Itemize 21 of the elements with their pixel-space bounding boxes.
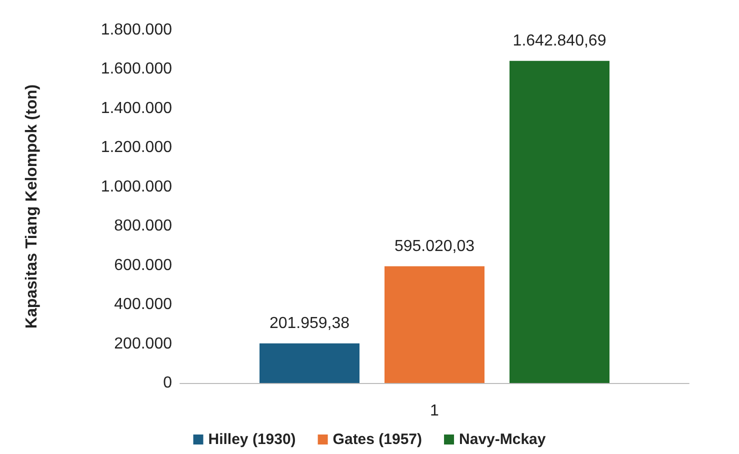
legend-label: Hilley (1930) [208, 431, 296, 448]
data-label: 1.642.840,69 [512, 32, 606, 50]
y-tick-label: 0 [163, 374, 172, 392]
y-tick-label: 1.800.000 [100, 22, 172, 38]
y-tick-label: 1.200.000 [100, 139, 172, 156]
y-axis-title: Kapasitas Tiang Kelompok (ton) [24, 84, 40, 329]
y-tick-label: 800.000 [114, 218, 172, 235]
x-tick-label: 1 [430, 402, 440, 420]
legend-label: Gates (1957) [332, 431, 422, 448]
legend-label: Navy-Mckay [459, 431, 546, 448]
y-tick-label: 1.600.000 [100, 60, 172, 78]
y-tick-label: 400.000 [114, 296, 172, 314]
bar [384, 266, 484, 383]
data-label: 595.020,03 [394, 238, 475, 255]
bar [260, 343, 360, 383]
data-label: 201.959,38 [269, 314, 350, 332]
bar [510, 60, 610, 383]
y-tick-label: 600.000 [114, 256, 172, 274]
y-tick-label: 1.000.000 [100, 178, 172, 196]
y-tick-label: 1.400.000 [100, 100, 172, 117]
y-tick-label: 200.000 [114, 335, 172, 352]
